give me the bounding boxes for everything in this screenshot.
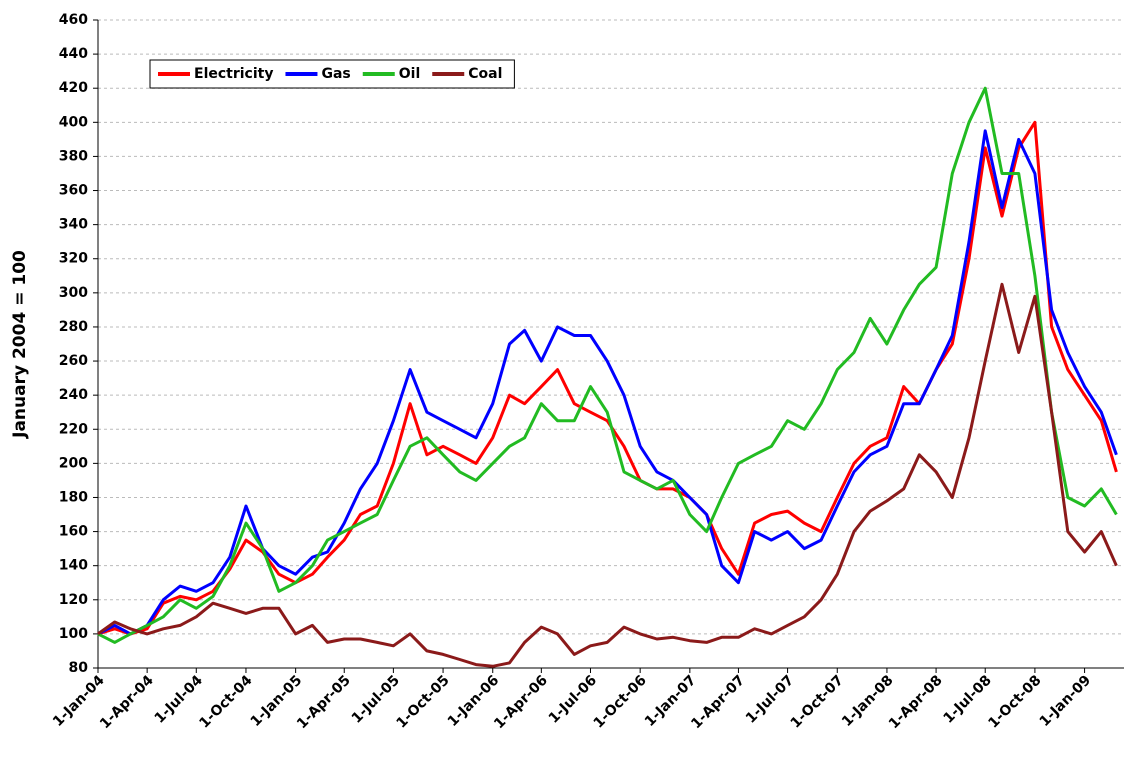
- x-tick-label: 1-Oct-04: [196, 672, 255, 731]
- y-tick-label: 280: [59, 319, 88, 335]
- legend-label: Gas: [321, 66, 350, 82]
- y-tick-label: 300: [59, 285, 88, 301]
- y-tick-label: 360: [59, 183, 88, 199]
- y-tick-label: 240: [59, 387, 88, 403]
- x-tick-label: 1-Apr-05: [294, 672, 354, 732]
- line-series: [97, 86, 1118, 644]
- y-tick-label: 400: [59, 114, 88, 130]
- y-tick-label: 460: [59, 12, 88, 28]
- x-tick-label: 1-Oct-06: [591, 672, 650, 731]
- x-tick-label: 1-Apr-08: [886, 672, 946, 732]
- x-tick-label: 1-Oct-07: [788, 672, 847, 731]
- y-tick-label: 180: [59, 489, 88, 505]
- legend: Electricity Gas Oil Coal: [149, 59, 515, 89]
- line-series: [97, 282, 1118, 668]
- y-tick-label: 340: [59, 217, 88, 233]
- y-tick-label: 420: [59, 80, 88, 96]
- line-series: [97, 129, 1118, 636]
- x-tick-label: 1-Oct-05: [393, 672, 452, 731]
- y-tick-label: 100: [59, 626, 88, 642]
- y-axis-label: January 2004 = 100: [10, 250, 30, 439]
- y-tick-label: 260: [59, 353, 88, 369]
- line-series: [97, 120, 1118, 636]
- y-tick-label: 200: [59, 455, 88, 471]
- legend-label: Electricity: [194, 66, 273, 82]
- legend-label: Oil: [399, 66, 421, 82]
- x-tick-label: 1-Oct-08: [985, 672, 1044, 731]
- y-tick-label: 220: [59, 421, 88, 437]
- legend-label: Coal: [468, 66, 502, 82]
- y-tick-label: 320: [59, 251, 88, 267]
- x-tick-label: 1-Apr-04: [97, 672, 157, 732]
- y-tick-label: 380: [59, 148, 88, 164]
- y-tick-label: 140: [59, 558, 88, 574]
- y-tick-label: 120: [59, 592, 88, 608]
- y-tick-label: 160: [59, 524, 88, 540]
- x-tick-label: 1-Jan-09: [1037, 672, 1095, 730]
- x-tick-label: 1-Apr-07: [688, 672, 748, 732]
- x-tick-label: 1-Apr-06: [491, 672, 551, 732]
- y-tick-label: 440: [59, 46, 88, 62]
- y-tick-label: 80: [69, 660, 89, 676]
